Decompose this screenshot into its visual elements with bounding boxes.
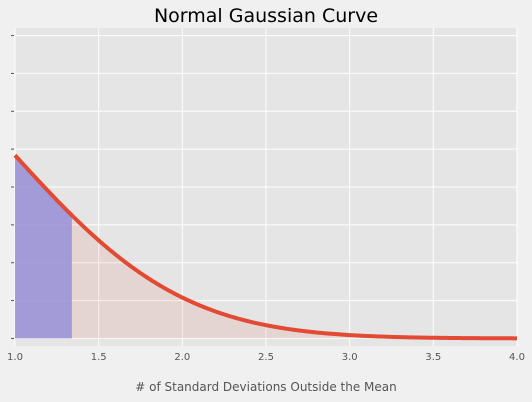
tail-area [71,215,517,339]
grid-lines [14,28,518,346]
x-axis-title: # of Standard Deviations Outside the Mea… [135,380,396,394]
x-tick-label: 1.0 [7,352,23,363]
curve-layer [13,153,518,341]
gaussian-curve [13,153,518,341]
x-tick-label: 2.0 [174,352,190,363]
chart-title: Normal Gaussian Curve [154,5,378,27]
x-tick-label: 2.5 [258,352,274,363]
x-tick-label: 3.5 [425,352,441,363]
x-tick-label: 3.0 [342,352,358,363]
x-tick-label: 1.5 [91,352,107,363]
axis-ticks: 1.0 1.5 2.0 2.5 3.0 3.5 4.0 [7,35,525,363]
x-tick-label: 4.0 [509,352,525,363]
